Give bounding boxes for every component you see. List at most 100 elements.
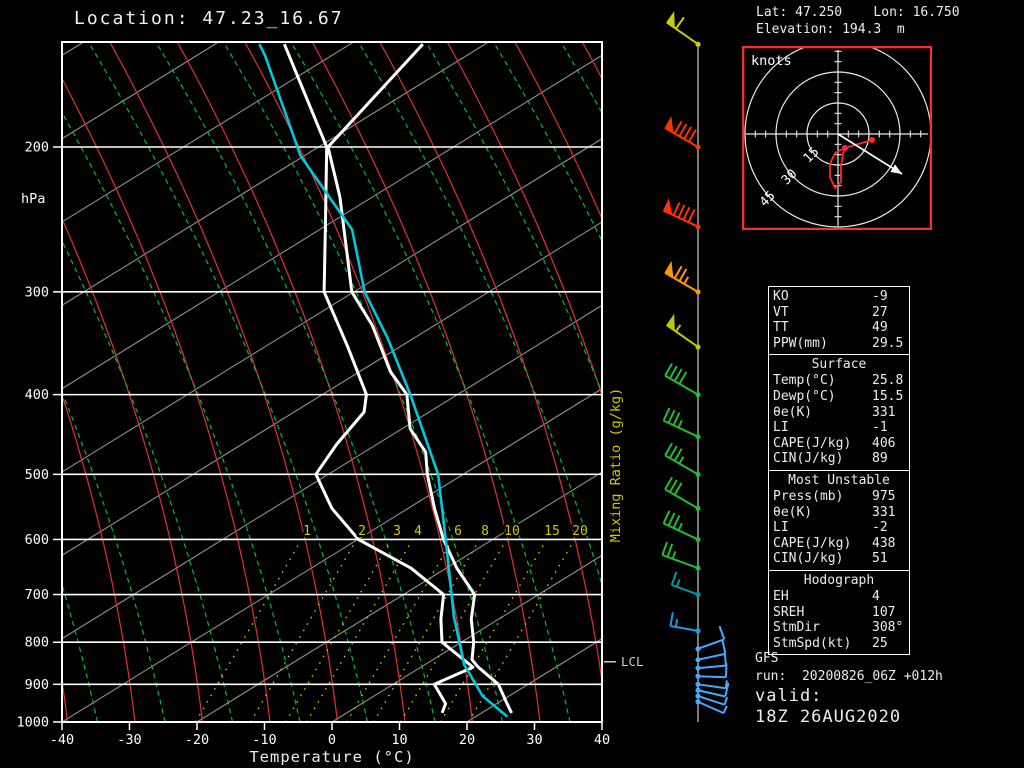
- stats-row: LI -2: [769, 520, 909, 536]
- stats-row-label: Press(mb): [773, 488, 844, 504]
- temperature-tick-label: -20: [185, 732, 209, 748]
- wind-barb: [695, 680, 728, 690]
- stats-row-value: -1: [872, 420, 888, 436]
- wind-barb: [664, 116, 701, 150]
- stats-row-value: 25: [872, 635, 888, 651]
- stats-row-value: 25.8: [872, 373, 904, 389]
- stats-row-label: TT: [773, 320, 789, 336]
- stats-row: θe(K) 331: [769, 505, 909, 521]
- temperature-tick-label: -10: [252, 732, 276, 748]
- mixing-ratio-value: 15: [544, 524, 560, 539]
- wind-barb: [695, 699, 728, 715]
- valid-value: 18Z 26AUG2020: [755, 707, 902, 727]
- stats-row: CIN(J/kg) 89: [769, 451, 909, 467]
- pressure-tick-label: 600: [25, 532, 49, 548]
- temperature-tick-label: 20: [459, 732, 475, 748]
- hodograph-trace-dot: [842, 145, 848, 151]
- stats-row-label: Dewp(°C): [773, 388, 836, 404]
- stats-row: CAPE(J/kg) 438: [769, 536, 909, 552]
- stats-section: Hodograph EH 4 SREH 107 StmDir 308° StmSpd(kt) 2…: [769, 569, 909, 654]
- temperature-axis: -40 -30 -20 -10 0 10 20 30 40: [50, 722, 610, 748]
- wind-barb: [666, 313, 701, 350]
- wind-barb: [695, 639, 727, 663]
- stats-section-header: Hodograph: [803, 572, 875, 588]
- stats-row-label: KO: [773, 289, 789, 304]
- temperature-tick-label: -40: [50, 732, 74, 748]
- pressure-tick-label: 900: [25, 677, 49, 693]
- pressure-tick-label: 800: [25, 635, 49, 651]
- storm-motion-arrowhead: [890, 164, 902, 174]
- lat-value: 47.250: [795, 5, 843, 20]
- plot-area: [62, 42, 602, 722]
- lcl-label: LCL: [621, 654, 644, 669]
- stats-table: KO -9 VT 27 TT 49 PPW(mm) 29.5 Surface Temp(°C) 25…: [768, 286, 910, 656]
- stats-row-value: 4: [872, 588, 880, 604]
- stats-section-header: Most Unstable: [788, 472, 890, 488]
- stats-section-header: Surface: [811, 357, 867, 373]
- station-info: Lat: 47.250 Lon: 16.750 Elevation: 194.3…: [756, 4, 960, 38]
- stats-row: EH 4: [769, 589, 909, 605]
- pressure-tick-label: 300: [25, 284, 49, 300]
- elevation-unit: m: [896, 22, 905, 37]
- wind-barb: [662, 407, 701, 440]
- mixing-ratio-value: 20: [572, 524, 588, 539]
- lon-label: Lon:: [873, 5, 905, 20]
- stats-row-value: 308°: [872, 620, 904, 636]
- dewpoint-curve: [283, 43, 475, 714]
- stats-row-value: 331: [872, 404, 896, 420]
- run-label: run:: [755, 669, 787, 684]
- dry-adiabats: [62, 42, 602, 722]
- wind-barb: [664, 476, 701, 511]
- stats-row: SREH 107: [769, 605, 909, 621]
- stats-row-label: CAPE(J/kg): [773, 535, 852, 551]
- mixing-ratio-axis-label: Mixing Ratio (g/kg): [608, 388, 624, 542]
- stats-row-label: LI: [773, 520, 789, 536]
- mixing-ratio-value: 8: [481, 524, 489, 539]
- stats-row: KO -9: [769, 289, 909, 305]
- wind-barb: [661, 541, 701, 571]
- stats-row: VT 27: [769, 305, 909, 321]
- stats-row: Dewp(°C) 15.5: [769, 389, 909, 405]
- stats-row-value: 49: [872, 320, 888, 336]
- hodograph-ring-label: 15: [801, 145, 823, 167]
- wind-barb: [662, 198, 701, 230]
- stats-section: KO -9 VT 27 TT 49 PPW(mm) 29.5: [769, 287, 909, 354]
- stats-row-value: 15.5: [872, 388, 904, 404]
- stats-row-value: 107: [872, 604, 896, 620]
- stats-row-label: θe(K): [773, 504, 813, 520]
- stats-row: StmDir 308°: [769, 620, 909, 636]
- hodograph-ring-label: 45: [757, 188, 779, 210]
- wind-barb: [670, 571, 701, 598]
- wind-barb: [695, 663, 728, 679]
- wind-barb: [695, 625, 726, 652]
- temperature-curve: [326, 43, 513, 714]
- stats-section: Most Unstable Press(mb) 975 θe(K) 331 LI -2 CAP…: [769, 469, 909, 570]
- stats-row: Temp(°C) 25.8: [769, 373, 909, 389]
- pressure-tick-label: 500: [25, 467, 49, 483]
- pressure-tick-label: 1000: [16, 714, 49, 730]
- wind-barb: [662, 510, 701, 543]
- elevation-value: 194.3: [842, 22, 882, 37]
- model-name: GFS: [755, 651, 779, 666]
- isobar-lines: [62, 146, 602, 686]
- stats-row: CIN(J/kg) 51: [769, 551, 909, 567]
- stats-row-value: -9: [872, 289, 888, 304]
- storm-motion-arrow: [837, 133, 903, 175]
- stats-row: LI -1: [769, 420, 909, 436]
- stats-section: Surface Temp(°C) 25.8 Dewp(°C) 15.5 θe(K) 331 L…: [769, 354, 909, 470]
- stats-row-label: StmSpd(kt): [773, 635, 852, 651]
- hodograph-trace: [829, 139, 873, 190]
- wind-barb: [695, 693, 729, 706]
- stats-row-label: SREH: [773, 604, 805, 620]
- wind-barb: [664, 362, 701, 398]
- temperature-tick-label: 0: [328, 732, 336, 748]
- mixing-ratio-lines: [195, 524, 584, 722]
- stats-row-value: 89: [872, 451, 888, 467]
- stats-row-label: StmDir: [773, 620, 820, 636]
- stats-row-label: EH: [773, 588, 789, 604]
- elevation-label: Elevation:: [756, 22, 835, 37]
- pressure-tick-label: 700: [25, 587, 49, 603]
